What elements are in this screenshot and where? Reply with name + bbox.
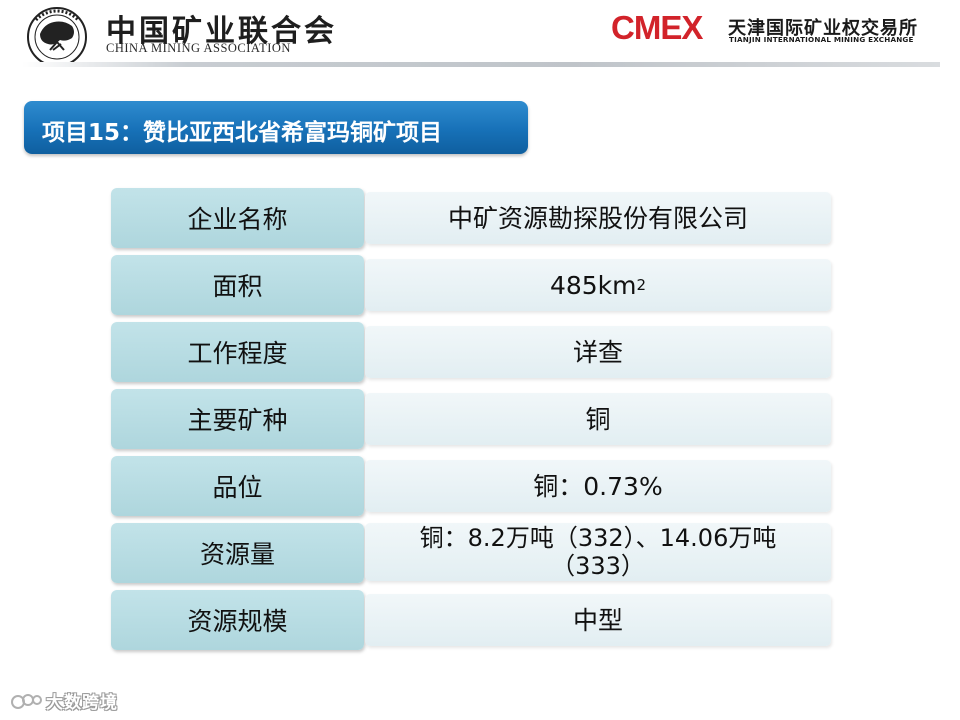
kids-logo-icon [11,693,42,709]
table-row: 资源量 铜：8.2万吨（332）、14.06万吨（333） [111,523,831,583]
row-label: 资源量 [111,523,364,583]
exchange-name-en: TIANJIN INTERNATIONAL MINING EXCHANGE [729,35,914,44]
exchange-name-cn: 天津国际矿业权交易所 [728,18,918,39]
row-label: 资源规模 [111,590,364,650]
watermark: 大数跨境 [10,688,118,713]
watermark-text: 大数跨境 [46,693,118,713]
row-label: 主要矿种 [111,389,364,449]
title-banner: 项目15：赞比亚西北省希富玛铜矿项目 [24,101,528,154]
table-row: 品位 铜：0.73% [111,456,831,516]
table-row: 主要矿种 铜 [111,389,831,449]
row-value: 中矿资源勘探股份有限公司 [365,192,831,244]
association-name-cn: 中国矿业联合会 [106,14,337,49]
row-value: 详查 [365,326,831,378]
page-title: 项目15：赞比亚西北省希富玛铜矿项目 [42,120,443,146]
association-name-en: CHINA MINING ASSOCIATION [106,41,291,55]
table-row: 面积 485km 2 [111,255,831,315]
row-value: 铜：8.2万吨（332）、14.06万吨（333） [365,523,831,581]
row-label: 企业名称 [111,188,364,248]
china-mining-association-emblem-icon [27,7,87,67]
table-row: 工作程度 详查 [111,322,831,382]
row-label: 品位 [111,456,364,516]
row-value: 中型 [365,594,831,646]
row-label: 工作程度 [111,322,364,382]
row-value: 铜 [365,393,831,445]
row-label: 面积 [111,255,364,315]
page-header: 中国矿业联合会 CHINA MINING ASSOCIATION CMEX 天津… [0,0,960,70]
table-row: 企业名称 中矿资源勘探股份有限公司 [111,188,831,248]
area-value: 485km [549,270,637,300]
header-divider [22,62,940,67]
row-value: 铜：0.73% [365,460,831,512]
row-value-area: 485km 2 [365,259,831,311]
table-row: 资源规模 中型 [111,590,831,650]
cmex-logo: CMEX [611,9,703,46]
